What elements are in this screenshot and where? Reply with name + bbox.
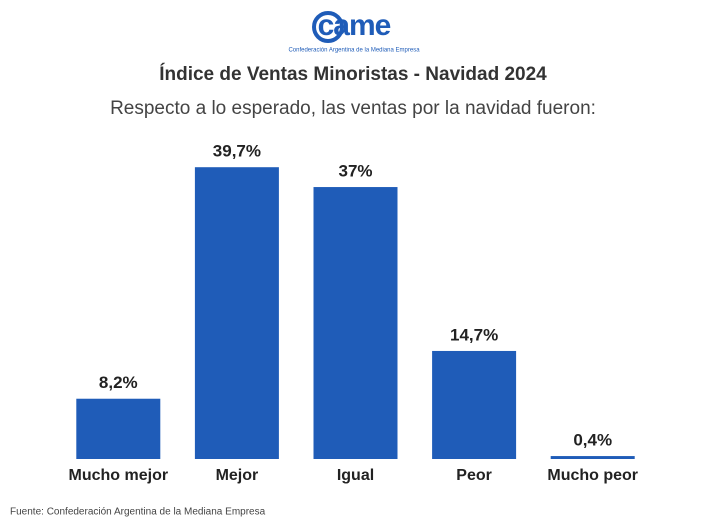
x-tick-label: Peor [456,467,492,484]
value-label: 37% [338,162,372,181]
bar [76,398,161,459]
chart-subtitle: Respecto a lo esperado, las ventas por l… [110,98,596,119]
bar [550,456,635,459]
bar [432,350,517,459]
logo-text: came [318,9,391,42]
logo-subtitle: Confederación Argentina de la Mediana Em… [288,48,420,54]
value-label: 8,2% [99,373,138,392]
value-label: 14,7% [450,325,498,344]
source: Fuente: Confederación Argentina de la Me… [10,507,266,518]
value-label: 0,4% [573,431,612,450]
chart-title: Índice de Ventas Minoristas - Navidad 20… [159,63,547,85]
x-tick-label: Igual [337,467,374,484]
bar [194,167,279,459]
logo-ring [312,11,344,43]
x-tick-label: Mucho peor [547,467,638,484]
x-tick-label: Mucho mejor [69,467,169,484]
value-label: 39,7% [213,142,261,161]
x-tick-label: Mejor [216,467,259,484]
bar [313,187,398,460]
